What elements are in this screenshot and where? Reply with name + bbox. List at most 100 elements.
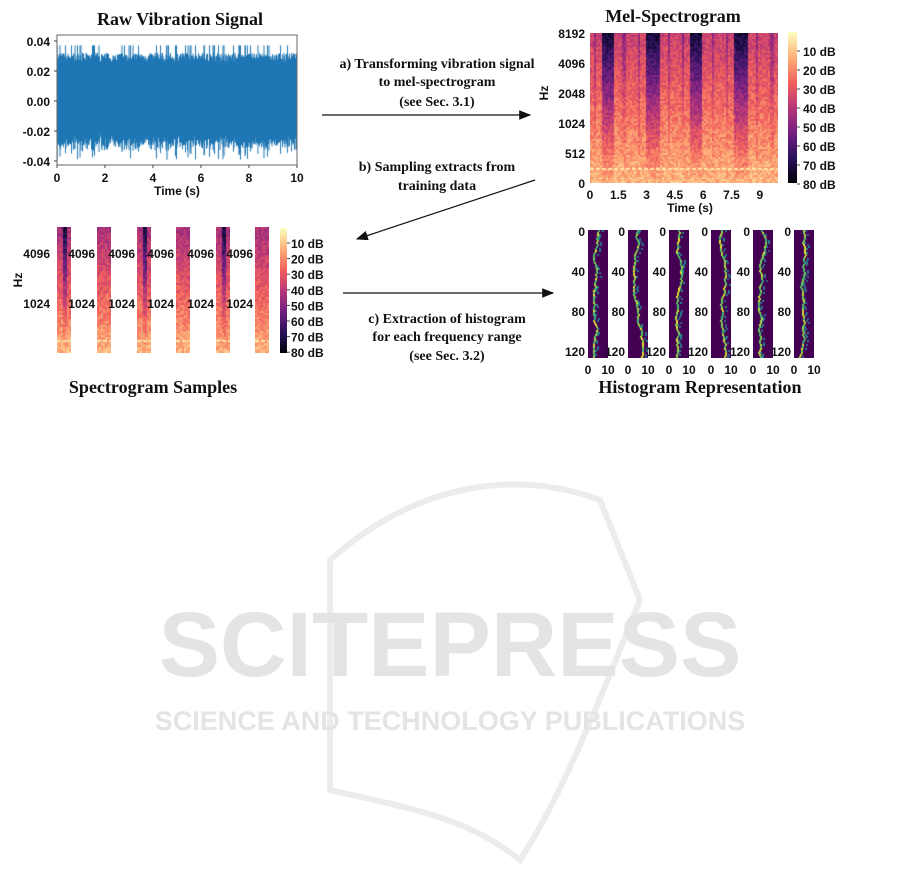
histogram-y-tick: 0 — [659, 225, 666, 239]
raw-signal-xlabel: Time (s) — [154, 184, 200, 198]
mel-ylabel: Hz — [537, 86, 551, 101]
mel-colorbar-label: 70 dB — [803, 159, 836, 173]
samples-y-tick: 4096 — [68, 247, 95, 261]
raw-x-tick: 0 — [54, 171, 61, 185]
mel-spectrogram-image — [590, 33, 778, 183]
mel-x-tick: 6 — [700, 188, 707, 202]
samples-colorbar-label: 30 dB — [291, 268, 324, 282]
raw-x-tick: 8 — [246, 171, 253, 185]
spectrogram-sample — [137, 227, 151, 353]
histogram-y-tick: 40 — [572, 265, 586, 279]
mel-y-tick: 512 — [565, 147, 585, 161]
samples-colorbar — [280, 228, 287, 353]
histogram-panel — [753, 230, 773, 358]
histogram-y-tick: 120 — [771, 345, 791, 359]
raw-y-tick: -0.04 — [23, 155, 51, 169]
mel-colorbar-label: 80 dB — [803, 178, 836, 192]
mel-x-tick: 0 — [587, 188, 594, 202]
samples-y-tick: 4096 — [226, 247, 253, 261]
histogram-y-tick: 0 — [743, 225, 750, 239]
raw-x-tick: 2 — [102, 171, 109, 185]
histogram-x-tick: 0 — [708, 363, 715, 377]
histogram-x-tick: 10 — [682, 363, 696, 377]
samples-y-tick: 1024 — [68, 297, 95, 311]
histogram-y-tick: 120 — [605, 345, 625, 359]
histogram-panel — [669, 230, 689, 358]
raw-x-tick: 10 — [290, 171, 304, 185]
histogram-y-tick: 0 — [701, 225, 708, 239]
histogram-panel — [588, 230, 608, 358]
mel-colorbar — [788, 32, 797, 183]
mel-colorbar-label: 10 dB — [803, 45, 836, 59]
histogram-y-tick: 80 — [778, 305, 792, 319]
mel-x-tick: 7.5 — [723, 188, 740, 202]
step-b-line1: b) Sampling extracts from — [359, 160, 516, 175]
mel-colorbar-label: 60 dB — [803, 140, 836, 154]
histogram-x-tick: 10 — [807, 363, 821, 377]
mel-xlabel: Time (s) — [667, 201, 713, 215]
step-c-line2: for each frequency range — [372, 330, 521, 345]
mel-y-tick: 1024 — [558, 117, 585, 131]
step-c-line3: (see Sec. 3.2) — [409, 349, 485, 364]
histogram-x-tick: 10 — [601, 363, 615, 377]
spectrogram-sample — [57, 227, 71, 353]
mel-title: Mel-Spectrogram — [605, 6, 741, 26]
mel-colorbar-label: 40 dB — [803, 102, 836, 116]
spectrogram-sample — [176, 227, 190, 353]
samples-y-tick: 1024 — [23, 297, 50, 311]
histogram-panel — [711, 230, 731, 358]
spectrogram-sample — [97, 227, 111, 353]
histogram-y-tick: 0 — [618, 225, 625, 239]
histogram-panel — [794, 230, 814, 358]
raw-y-tick: -0.02 — [23, 125, 51, 139]
samples-colorbar-label: 10 dB — [291, 237, 324, 251]
mel-x-tick: 4.5 — [667, 188, 684, 202]
samples-title: Spectrogram Samples — [69, 377, 237, 397]
step-b-line2: training data — [398, 179, 476, 194]
raw-signal-frame — [56, 34, 298, 166]
mel-y-tick: 2048 — [558, 87, 585, 101]
arrow-b — [355, 179, 536, 241]
raw-y-tick: 0.04 — [27, 35, 51, 49]
mel-y-tick: 4096 — [558, 57, 585, 71]
histogram-y-tick: 80 — [653, 305, 667, 319]
raw-signal-title: Raw Vibration Signal — [97, 9, 263, 29]
histogram-x-tick: 10 — [641, 363, 655, 377]
spectrogram-sample — [255, 227, 269, 353]
histogram-y-tick: 80 — [695, 305, 709, 319]
histogram-x-tick: 10 — [724, 363, 738, 377]
mel-x-tick: 9 — [756, 188, 763, 202]
samples-y-tick: 4096 — [23, 247, 50, 261]
mel-colorbar-label: 20 dB — [803, 64, 836, 78]
raw-x-tick: 6 — [198, 171, 205, 185]
samples-y-tick: 1024 — [187, 297, 214, 311]
histogram-y-tick: 40 — [653, 265, 667, 279]
samples-colorbar-label: 20 dB — [291, 253, 324, 267]
histogram-y-tick: 80 — [612, 305, 626, 319]
histogram-y-tick: 80 — [737, 305, 751, 319]
raw-signal-waveform — [57, 35, 297, 165]
mel-x-tick: 3 — [643, 188, 650, 202]
raw-x-tick: 4 — [150, 171, 157, 185]
histogram-y-tick: 120 — [646, 345, 666, 359]
histogram-y-tick: 0 — [578, 225, 585, 239]
histogram-title: Histogram Representation — [598, 377, 801, 397]
step-a-line2: to mel-spectrogram — [379, 75, 496, 90]
samples-y-tick: 1024 — [226, 297, 253, 311]
diagram-overlay: Raw Vibration Signal 0.04 0.02 0.00 -0.02 -0… — [11, 6, 836, 397]
histogram-y-tick: 40 — [612, 265, 626, 279]
samples-y-tick: 4096 — [187, 247, 214, 261]
samples-colorbar-label: 80 dB — [291, 346, 324, 360]
histogram-y-tick: 40 — [737, 265, 751, 279]
samples-y-tick: 4096 — [108, 247, 135, 261]
step-a-line3: (see Sec. 3.1) — [399, 95, 475, 110]
raw-y-tick: 0.00 — [27, 95, 51, 109]
histogram-x-tick: 0 — [750, 363, 757, 377]
histogram-y-tick: 40 — [695, 265, 709, 279]
mel-y-tick: 8192 — [558, 27, 585, 41]
step-c-line1: c) Extraction of histogram — [368, 312, 526, 327]
histogram-y-tick: 120 — [688, 345, 708, 359]
step-a-line1: a) Transforming vibration signal — [339, 57, 534, 72]
histogram-y-tick: 40 — [778, 265, 792, 279]
